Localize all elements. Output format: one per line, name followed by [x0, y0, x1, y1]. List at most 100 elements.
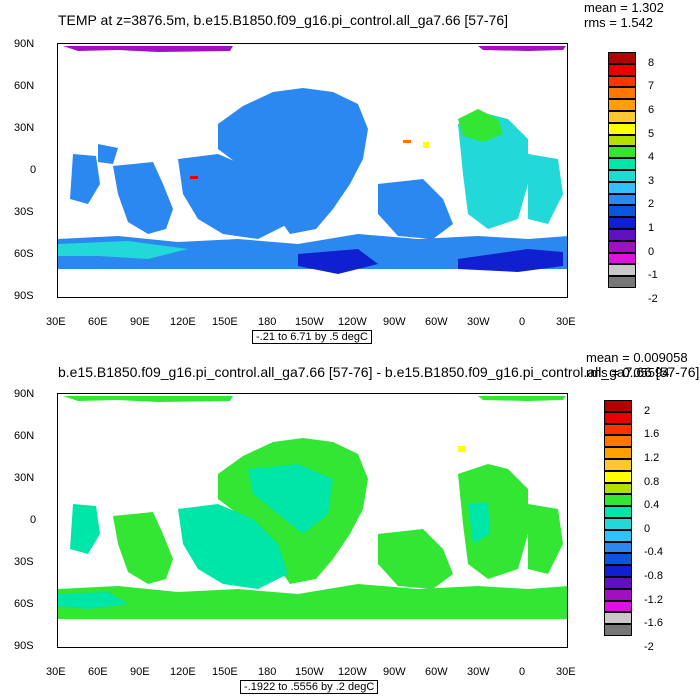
- colorbar-swatch: [604, 470, 632, 483]
- colorbar-swatch: [608, 146, 636, 159]
- panel-2-xlabel-30e: 30E: [46, 666, 66, 678]
- colorbar-label: 0.8: [644, 475, 660, 488]
- panel-2-ylabel-90s: 90S: [14, 640, 34, 652]
- arctic-strip-west: [63, 46, 233, 52]
- colorbar-swatch: [608, 75, 636, 88]
- south-atlantic-region-2: [528, 504, 563, 574]
- colorbar-swatch: [608, 158, 636, 170]
- colorbar-swatch: [604, 482, 632, 495]
- colorbar-label: 0.4: [644, 499, 660, 512]
- panel-2-xlabel-60e: 60E: [88, 666, 108, 678]
- southern-ocean-dark-1: [298, 249, 378, 274]
- colorbar-swatch: [604, 577, 632, 589]
- colorbar-swatch: [604, 400, 632, 412]
- panel-2-ylabel-90n: 90N: [14, 388, 35, 400]
- colorbar-swatch: [604, 553, 632, 566]
- colorbar-swatch: [604, 423, 632, 436]
- panel-1-ylabel-60s: 60S: [14, 248, 34, 260]
- colorbar-label: 1.2: [644, 452, 660, 464]
- colorbar-swatch: [608, 205, 636, 218]
- arctic-strip-east-2: [478, 396, 566, 401]
- panel-1-xlabel-120w: 120W: [338, 316, 367, 328]
- atlantic-light-2: [468, 502, 490, 544]
- panel-1-mean: mean = 1.302: [584, 0, 664, 15]
- colorbar-swatch: [604, 494, 632, 507]
- panel-2-xlabel-150w: 150W: [295, 666, 324, 678]
- panel-2-xlabel-180: 180: [258, 666, 277, 678]
- colorbar-label: 5: [648, 127, 655, 140]
- panel-1-xlabel-60e: 60E: [88, 316, 108, 328]
- colorbar-label: -1: [648, 269, 658, 282]
- panel-1-map-svg: [58, 46, 567, 274]
- colorbar-label: -1.6: [644, 617, 663, 630]
- panel-1-xlabel-30w: 30W: [467, 316, 490, 328]
- panel-2-ylabel-30n: 30N: [14, 472, 35, 484]
- panel-1-ylabel-60n: 60N: [14, 80, 35, 92]
- colorbar-label: 2: [644, 404, 651, 417]
- panel-1-xlabel-90e: 90E: [130, 316, 150, 328]
- colorbar-swatch: [608, 240, 636, 253]
- panel-2-xlabel-60w: 60W: [425, 666, 448, 678]
- colorbar-label: 0: [648, 245, 655, 258]
- colorbar-swatch: [604, 600, 632, 613]
- colorbar-swatch: [604, 624, 632, 636]
- panel-1-xlabel-120e: 120E: [170, 316, 196, 328]
- colorbar-swatch: [604, 435, 632, 448]
- panel-2-ylabel-30s: 30S: [14, 556, 34, 568]
- south-atlantic-light-region: [528, 154, 563, 224]
- panel-2-ylabel-0: 0: [30, 514, 37, 526]
- west-pacific-region-2: [178, 504, 288, 589]
- panel-2-xlabel-30w: 30W: [467, 666, 490, 678]
- north-pacific-light-2: [248, 464, 333, 534]
- colorbar-label: 1: [648, 222, 655, 234]
- panel-1-title: TEMP at z=3876.5m, b.e15.B1850.f09_g16.p…: [58, 12, 509, 28]
- colorbar-label: 0: [644, 522, 651, 535]
- colorbar-label: -2: [644, 640, 654, 653]
- north-pacific-region: [218, 88, 368, 234]
- panel-2-ylabel-60s: 60S: [14, 598, 34, 610]
- panel-1-colorbar: [608, 52, 636, 288]
- colorbar-swatch: [608, 99, 636, 111]
- north-atlantic-green-region: [458, 109, 503, 142]
- panel-2-map-svg: [58, 396, 567, 619]
- colorbar-swatch: [608, 229, 636, 241]
- indian-ocean-region-2: [113, 512, 173, 584]
- colorbar-swatch: [608, 217, 636, 229]
- panel-1-xlabel-30e-end: 30E: [556, 316, 576, 328]
- colorbar-swatch: [608, 111, 636, 123]
- panel-1-ylabel-30n: 30N: [14, 122, 35, 134]
- colorbar-swatch: [608, 134, 636, 147]
- warm-spot-2: [423, 142, 429, 148]
- colorbar-label: -0.4: [644, 546, 663, 559]
- west-indian-region-2: [70, 504, 100, 554]
- colorbar-swatch: [604, 506, 632, 518]
- colorbar-swatch: [604, 459, 632, 471]
- panel-1-xlabel-60w: 60W: [425, 316, 448, 328]
- colorbar-swatch: [604, 529, 632, 542]
- warm-spot-2b: [458, 446, 466, 452]
- panel-2-xlabel-120e: 120E: [170, 666, 196, 678]
- colorbar-swatch: [604, 565, 632, 577]
- colorbar-swatch: [604, 541, 632, 554]
- arabian-sea-region: [98, 144, 118, 164]
- colorbar-label: 8: [648, 56, 655, 69]
- colorbar-swatch: [608, 181, 636, 194]
- panel-1-xlabel-30e: 30E: [46, 316, 66, 328]
- colorbar-swatch: [608, 170, 636, 182]
- colorbar-label: 2: [648, 198, 655, 211]
- atlantic-light-region: [458, 114, 528, 229]
- colorbar-label: 1.6: [644, 428, 660, 441]
- panel-1-map: [57, 43, 568, 298]
- warm-spot-3: [403, 140, 411, 143]
- indian-ocean-region: [113, 162, 173, 234]
- southern-ocean-dark-2: [458, 249, 563, 272]
- colorbar-swatch: [608, 276, 636, 288]
- panel-2-map: [57, 393, 568, 648]
- panel-1-xlabel-180: 180: [258, 316, 277, 328]
- west-pacific-region: [178, 154, 288, 239]
- southern-ocean-light: [58, 241, 188, 259]
- panel-1-contour-range: -.21 to 6.71 by .5 degC: [252, 330, 372, 344]
- panel-2-contour-range: -.1922 to .5556 by .2 degC: [240, 680, 379, 694]
- colorbar-label: 6: [648, 104, 655, 116]
- colorbar-swatch: [608, 252, 636, 265]
